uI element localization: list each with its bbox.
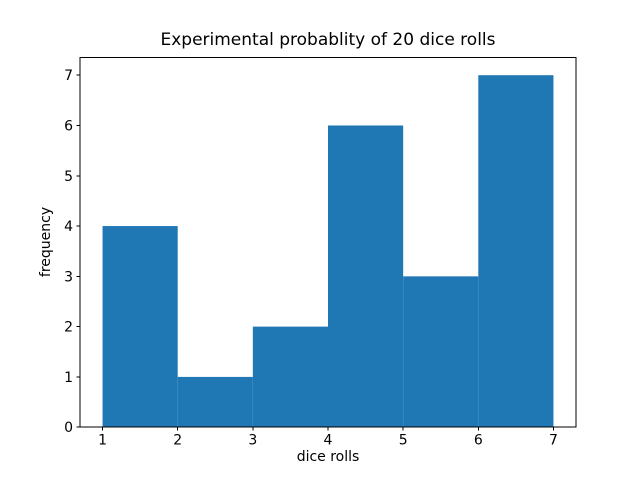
x-tick-label: 7: [549, 433, 558, 449]
y-tick-label: 7: [64, 68, 73, 84]
x-tick-label: 2: [173, 433, 182, 449]
y-tick-label: 5: [64, 169, 73, 185]
x-tick-label: 1: [98, 433, 107, 449]
y-tick-label: 2: [64, 320, 73, 336]
x-axis-label: dice rolls: [296, 449, 360, 465]
chart-title: Experimental probablity of 20 dice rolls: [160, 30, 496, 50]
histogram-bar: [102, 226, 178, 428]
histogram-bar: [252, 326, 328, 428]
histogram-bar: [478, 75, 554, 428]
x-tick-label: 4: [324, 433, 333, 449]
histogram-bar: [328, 125, 404, 428]
y-tick-label: 4: [64, 219, 73, 235]
y-tick-label: 1: [64, 370, 73, 386]
x-tick-label: 3: [248, 433, 257, 449]
y-tick-label: 0: [64, 420, 73, 436]
y-tick-label: 3: [64, 269, 73, 285]
x-tick-label: 5: [399, 433, 408, 449]
x-tick-label: 6: [474, 433, 483, 449]
histogram-bar: [403, 276, 479, 428]
histogram-bar: [177, 376, 253, 428]
y-tick-label: 6: [64, 118, 73, 134]
y-axis-label: frequency: [38, 206, 54, 278]
